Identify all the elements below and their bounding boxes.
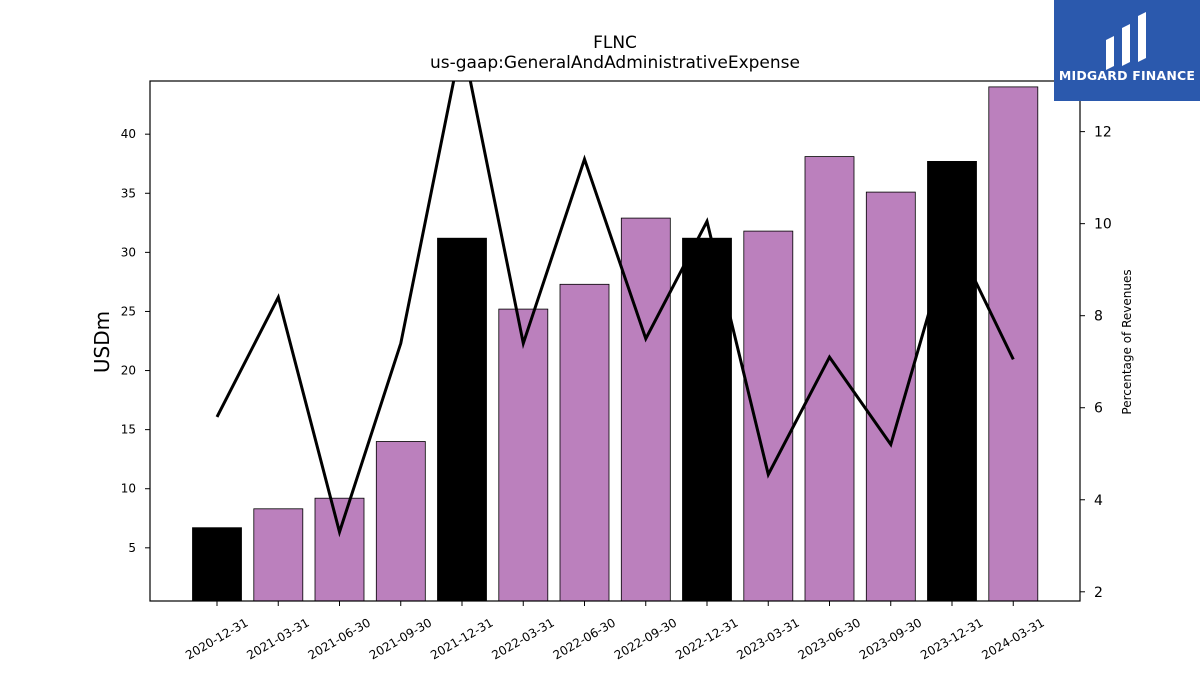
bar (559, 283, 610, 602)
x-tick-label: 2022-06-30 (551, 615, 618, 662)
y2-axis-label: Percentage of Revenues (1120, 269, 1134, 414)
logo-mark-icon (1106, 12, 1146, 70)
bar (927, 160, 977, 602)
y-tick-label: 15 (121, 423, 136, 437)
bar (865, 191, 916, 602)
bar (314, 497, 365, 602)
bar (988, 86, 1039, 602)
bar (437, 237, 487, 602)
y2-tick-label: 12 (1094, 125, 1112, 141)
x-tick-label: 2022-12-31 (673, 615, 740, 662)
bar (682, 237, 732, 602)
bar (743, 230, 794, 602)
y2-tick-label: 8 (1094, 309, 1103, 325)
x-tick-label: 2020-12-31 (183, 615, 250, 662)
x-tick-label: 2021-03-31 (244, 615, 311, 662)
bar (192, 527, 242, 602)
right-axis-ticks: 2 4 6 8 10 12 (1080, 125, 1112, 601)
y-tick-label: 35 (121, 186, 136, 200)
x-tick-label: 2023-09-30 (857, 615, 924, 662)
chart-subtitle: us-gaap:GeneralAndAdministrativeExpense (430, 53, 800, 73)
bar (498, 308, 549, 602)
y-tick-label: 25 (121, 304, 136, 318)
bar (620, 217, 671, 602)
x-tick-label: 2024-03-31 (979, 615, 1046, 662)
y2-tick-label: 4 (1094, 493, 1103, 509)
x-tick-label: 2022-03-31 (489, 615, 556, 662)
line-series (215, 81, 1015, 538)
y-tick-label: 20 (121, 364, 136, 378)
y-tick-label: 30 (121, 245, 136, 259)
logo-text: MIDGARD FINANCE (1058, 68, 1196, 83)
y-tick-label: 40 (121, 127, 136, 141)
bar (253, 508, 304, 602)
y2-tick-label: 6 (1094, 401, 1103, 417)
plot-frame (149, 80, 1081, 602)
x-tick-label: 2023-12-31 (918, 615, 985, 662)
x-tick-label: 2021-06-30 (306, 615, 373, 662)
y2-tick-label: 2 (1094, 585, 1103, 601)
bar (375, 441, 426, 602)
chart-title: FLNC (593, 33, 637, 53)
x-tick-label: 2023-06-30 (796, 615, 863, 662)
x-tick-label: 2022-09-30 (612, 615, 679, 662)
y-tick-label: 5 (128, 541, 136, 555)
x-tick-label: 2023-03-31 (734, 615, 801, 662)
y-axis-label: USDm (90, 311, 114, 373)
x-tick-label: 2021-09-30 (367, 615, 434, 662)
x-tick-label: 2021-12-31 (428, 615, 495, 662)
bar-series (192, 86, 1039, 602)
y2-tick-label: 10 (1094, 217, 1112, 233)
y-tick-label: 10 (121, 482, 136, 496)
percentage-line (215, 81, 1015, 538)
bar (804, 156, 855, 602)
x-axis-ticks: 2020-12-312021-03-312021-06-302021-09-30… (183, 601, 1047, 662)
left-axis-ticks: 5 10 15 20 25 30 35 40 (121, 127, 150, 555)
brand-logo: MIDGARD FINANCE (1054, 0, 1200, 101)
